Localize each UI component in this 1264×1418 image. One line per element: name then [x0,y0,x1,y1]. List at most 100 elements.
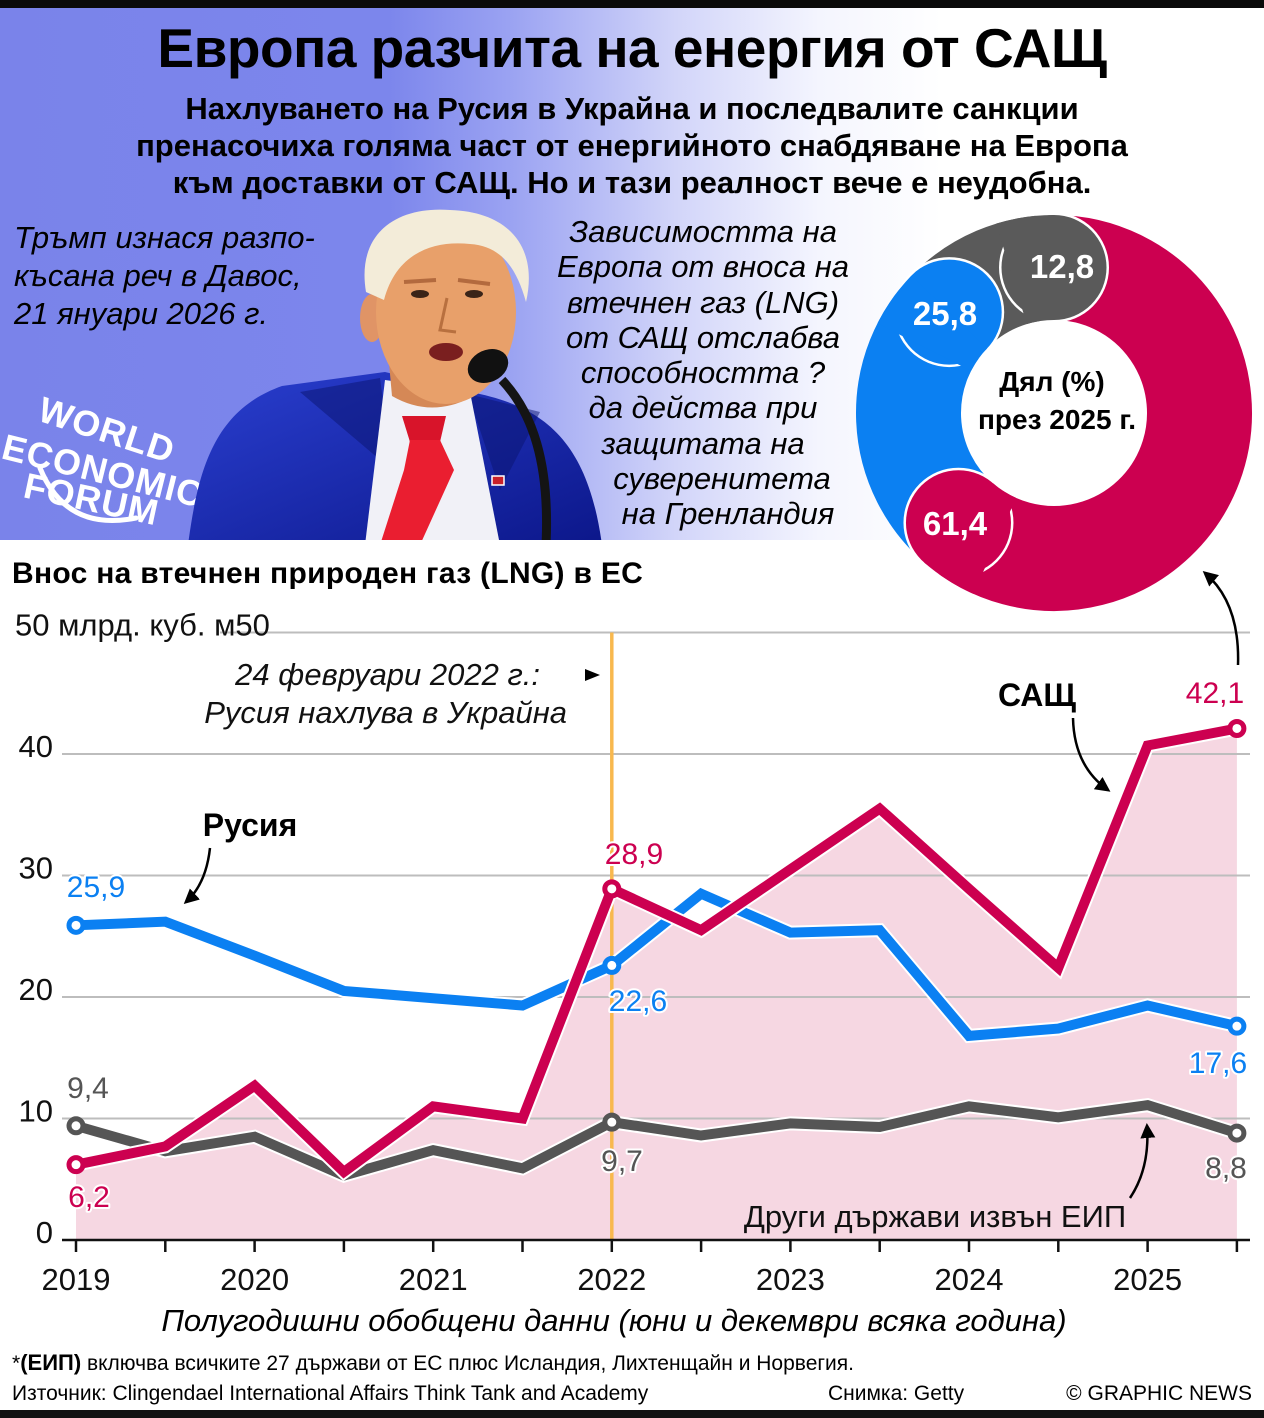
commentary-line: втечнен газ (LNG) [566,284,840,320]
caption-line: късана реч в Давос, [14,258,302,293]
photo-brows [403,278,491,286]
photo-tie-knot [402,416,446,442]
donut-label-other: 12,8 [1030,248,1094,285]
commentary-line: защитата на [601,425,805,461]
caption-line: 21 януари 2026 г. [14,296,269,331]
annotation-text: Русия нахлува в Украйна [204,695,567,730]
footnote-marker: * [12,1352,21,1375]
donut-link-arrow-icon [1202,571,1240,666]
data-point-marker [1227,718,1247,738]
x-tick-label: 2020 [220,1262,289,1297]
photo-caption: Тръмп изнася разпо- късана реч в Давос, … [14,219,315,333]
donut-segment-usa [924,215,1252,611]
footnote-text: включва всичките 27 държави от ЕС плюс И… [81,1352,854,1375]
y-axis-unit-label: 50 млрд. куб. м50 [15,608,270,643]
data-point-marker [66,1155,86,1175]
photo-flag-pin [491,475,505,486]
header-photo-layer: WORLD ECONOMIC FORUM [0,209,602,540]
donut-segment-end-russia [877,275,989,373]
photo-tie [381,440,454,540]
photo-hair [364,209,529,302]
data-point-marker [1227,1123,1247,1143]
x-tick-label: 2022 [577,1262,646,1297]
footnote: *(ЕИП) включва всичките 27 държави от ЕС… [12,1350,854,1377]
value-label-usa: 42,1 [1186,677,1244,710]
donut-label-usa: 61,4 [923,505,988,542]
commentary-line: на Гренландия [621,496,835,532]
caption-line: Тръмп изнася разпо- [14,220,315,255]
donut-label-russia: 25,8 [913,295,977,332]
commentary-line: способността ? [580,355,826,391]
annotation-date: 24 февруари 2022 г.: [234,657,540,692]
other-arrow-icon [1128,1123,1156,1199]
photo-nose [438,297,457,334]
x-tick-label: 2025 [1113,1262,1182,1297]
credits-row: Източник: Clingendael International Affa… [12,1381,1252,1407]
donut-segment-end-usa [924,482,1018,594]
data-point-marker [1227,1016,1247,1036]
photo-lapels [300,378,540,490]
top-bar [0,0,1264,8]
logo-arc-icon [37,465,139,523]
subtitle: Нахлуването на Русия в Украйна и последв… [0,90,1264,201]
series-line-russia [75,887,1239,1042]
series-line-usa [75,723,1238,1179]
copyright: © GRAPHIC NEWS [1066,1382,1252,1405]
series-label-russia: Русия [203,807,297,843]
footnote-term: (ЕИП) [20,1350,82,1375]
usa-arrow-icon [1071,717,1111,792]
photo-eye-left [411,290,429,298]
donut-center-subtitle: през 2025 г. [978,404,1136,435]
x-tick-label: 2021 [399,1262,468,1297]
donut-chart [856,212,1252,611]
photo-eye-right [465,290,483,298]
subtitle-line: пренасочиха голяма част от енергийното с… [136,128,1128,163]
subtitle-line: към доставки от САЩ. Но и тази реалност … [172,165,1092,200]
x-tick-label: 2019 [42,1262,111,1297]
x-tick-label: 2023 [756,1262,825,1297]
x-tick-label: 2024 [935,1262,1004,1297]
series-label-usa: САЩ [998,677,1076,713]
series-line-other [74,1100,1239,1181]
y-tick-label: 0 [36,1215,53,1250]
y-tick-label: 20 [19,972,53,1007]
y-tick-label: 10 [19,1094,53,1129]
commentary-line: суверенитета [613,461,831,497]
russia-arrow-icon [183,847,212,905]
photo-mouth [429,343,463,361]
data-point-marker [602,879,622,899]
annotation-pointer-icon [585,669,600,681]
data-point-marker [602,1112,622,1132]
data-point-marker [602,955,622,975]
commentary-line: Европа от вноса на [556,249,850,285]
chart-title: Внос на втечнен природен газ (LNG) в ЕС [12,557,644,590]
value-label-other: 9,7 [601,1145,643,1178]
value-label-russia: 25,9 [67,871,125,904]
microphone-icon [467,348,509,384]
photo-credit: Снимка: Getty [828,1382,965,1405]
data-point-marker [66,915,86,935]
commentary-line: да действа при [588,390,818,426]
value-label-usa: 28,9 [605,838,663,871]
bottom-bar [0,1410,1264,1418]
value-label-other: 9,4 [67,1072,109,1105]
photo-mic-stand [498,376,552,540]
trump-photo [188,209,602,540]
value-label-russia: 17,6 [1189,1047,1247,1080]
value-label-other: 8,8 [1205,1152,1247,1185]
value-label-usa: 6,2 [68,1181,110,1214]
source-text: Източник: Clingendael International Affa… [12,1382,649,1405]
data-point-marker [66,1116,86,1136]
value-label-russia: 22,6 [609,985,667,1018]
page-title: Европа разчита на енергия от САЩ [157,17,1107,79]
commentary-line: от САЩ отслабва [565,319,841,355]
y-tick-label: 30 [19,851,53,886]
donut-center-title: Дял (%) [999,366,1104,397]
series-label-other: Други държави извън ЕИП [744,1199,1126,1234]
y-tick-label: 40 [19,729,53,764]
line-chart: 2019 2020 2021 2022 2023 2024 2025 0 10 20 30 40 50 … [15,608,1250,1297]
subtitle-line: Нахлуването на Русия в Украйна и последв… [185,91,1079,126]
commentary-text: Зависимостта на Европа от вноса на втечн… [528,214,878,532]
commentary-line: Зависимостта на [569,214,837,249]
